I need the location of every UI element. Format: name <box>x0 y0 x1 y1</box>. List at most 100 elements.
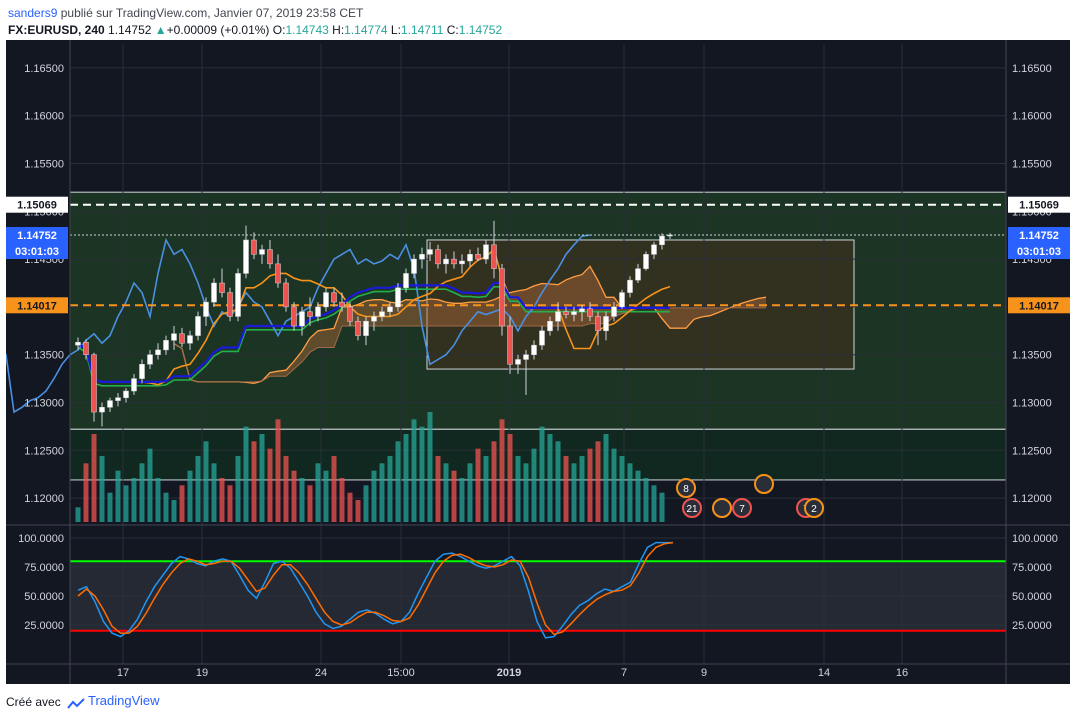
stochastic-layer <box>70 537 1006 639</box>
event-badge-count: 21 <box>686 504 698 515</box>
last-price: 1.14752 <box>108 23 152 37</box>
publish-info: sanders9 publié sur TradingView.com, Jan… <box>8 6 363 20</box>
candle-body <box>363 320 369 336</box>
x-tick-label: 17 <box>117 667 129 679</box>
volume-bar <box>595 441 601 522</box>
volume-bar <box>163 492 169 522</box>
y-tick-label-left: 1.12500 <box>24 445 64 457</box>
volume-bar <box>659 492 665 522</box>
candle-body <box>427 249 433 255</box>
volume-bar <box>347 492 353 522</box>
volume-bar <box>211 463 217 522</box>
volume-bar <box>243 426 249 522</box>
resistance-tag-text: 1.15069 <box>17 200 57 212</box>
candle-body <box>443 258 449 265</box>
volume-bar <box>435 456 441 522</box>
volume-bar <box>499 419 505 522</box>
candle-body <box>587 308 593 317</box>
event-badge-count: 7 <box>739 504 745 515</box>
resistance-tag-right <box>1008 196 1070 213</box>
candle-body <box>395 287 401 308</box>
candle-body <box>507 325 513 365</box>
candle-body <box>339 301 345 308</box>
candle-body <box>499 268 505 327</box>
volume-bar <box>643 478 649 522</box>
change-arrow-icon: ▲ <box>154 23 167 37</box>
candle-body <box>595 316 601 332</box>
stoch-k-line <box>77 541 673 639</box>
y-tick-label-right: 1.13500 <box>1012 350 1052 362</box>
kijun-line <box>77 281 670 383</box>
volume-bar <box>579 456 585 522</box>
volume-bar <box>371 470 377 522</box>
volume-bar <box>323 470 329 522</box>
volume-bar <box>99 456 105 522</box>
symbol-label: FX:EURUSD, 240 <box>8 23 105 37</box>
stoch-tick-label-left: 75.0000 <box>24 562 64 574</box>
x-tick-label: 15:00 <box>387 667 415 679</box>
y-tick-label-right: 1.16500 <box>1012 63 1052 75</box>
volume-bar <box>611 448 617 522</box>
tradingview-brand[interactable]: TradingView <box>88 693 160 708</box>
countdown-tag-left <box>6 243 68 260</box>
volume-bar <box>283 456 289 522</box>
candle-body <box>147 354 153 365</box>
stoch-d-line <box>77 541 674 636</box>
support-tag-text: 1.14017 <box>1019 300 1059 312</box>
candle-body <box>83 342 89 355</box>
ichimoku-cloud-layer <box>174 266 766 384</box>
candle-body <box>515 359 521 365</box>
volume-bar <box>403 434 409 522</box>
event-badge-count: 8 <box>683 484 689 495</box>
volume-bar <box>587 448 593 522</box>
x-tick-label: 24 <box>315 667 327 679</box>
volume-bar <box>139 463 145 522</box>
candle-body <box>91 354 97 413</box>
candle-body <box>179 333 185 344</box>
volume-bar <box>123 485 129 522</box>
volume-layer <box>75 412 665 522</box>
candle-body <box>219 282 225 293</box>
volume-bar <box>507 434 513 522</box>
chart-canvas[interactable]: 8 21 7 7 2 1.16500 1.16500 1.16000 1.16000 1.155… <box>0 40 1070 684</box>
support-tag-left <box>6 297 68 314</box>
volume-bar <box>307 485 313 522</box>
candle-body <box>531 344 537 355</box>
volume-bar <box>387 456 393 522</box>
x-tick-label: 14 <box>818 667 830 679</box>
candle-body <box>251 239 257 255</box>
candles-layer <box>75 220 673 427</box>
candle-body <box>283 282 289 308</box>
candle-body <box>371 316 377 322</box>
volume-bar <box>515 456 521 522</box>
x-tick-label: 16 <box>896 667 908 679</box>
y-tick-label-right: 1.12500 <box>1012 445 1052 457</box>
high-label: H: <box>332 23 345 37</box>
candle-body <box>235 273 241 317</box>
y-tick-label-left: 1.16500 <box>24 63 64 75</box>
candle-body <box>635 268 641 281</box>
candle-body <box>603 316 609 332</box>
candle-body <box>203 301 209 317</box>
zone-lower-zone <box>69 428 1007 481</box>
candle-body <box>483 244 489 260</box>
event-flag-icon <box>676 478 696 498</box>
volume-bar <box>187 470 193 522</box>
chart-svg[interactable]: 8 21 7 7 2 1.16500 1.16500 1.16000 1.16000 1.155… <box>0 40 1070 684</box>
volume-bar <box>571 463 577 522</box>
event-flag-icon <box>754 474 774 494</box>
countdown-tag-text: 03:01:03 <box>15 246 59 258</box>
stoch-tick-label-right: 25.0000 <box>1012 620 1052 632</box>
candle-body <box>467 254 473 262</box>
volume-bar <box>523 463 529 522</box>
volume-bar <box>235 456 241 522</box>
candle-body <box>139 364 145 379</box>
candle-body <box>659 235 665 246</box>
volume-bar <box>531 448 537 522</box>
candle-body <box>75 342 81 346</box>
stoch-tick-label-right: 100.0000 <box>1012 533 1058 545</box>
author-link[interactable]: sanders9 <box>8 6 58 20</box>
y-tick-label-right: 1.16000 <box>1012 111 1052 123</box>
candle-body <box>419 254 425 260</box>
